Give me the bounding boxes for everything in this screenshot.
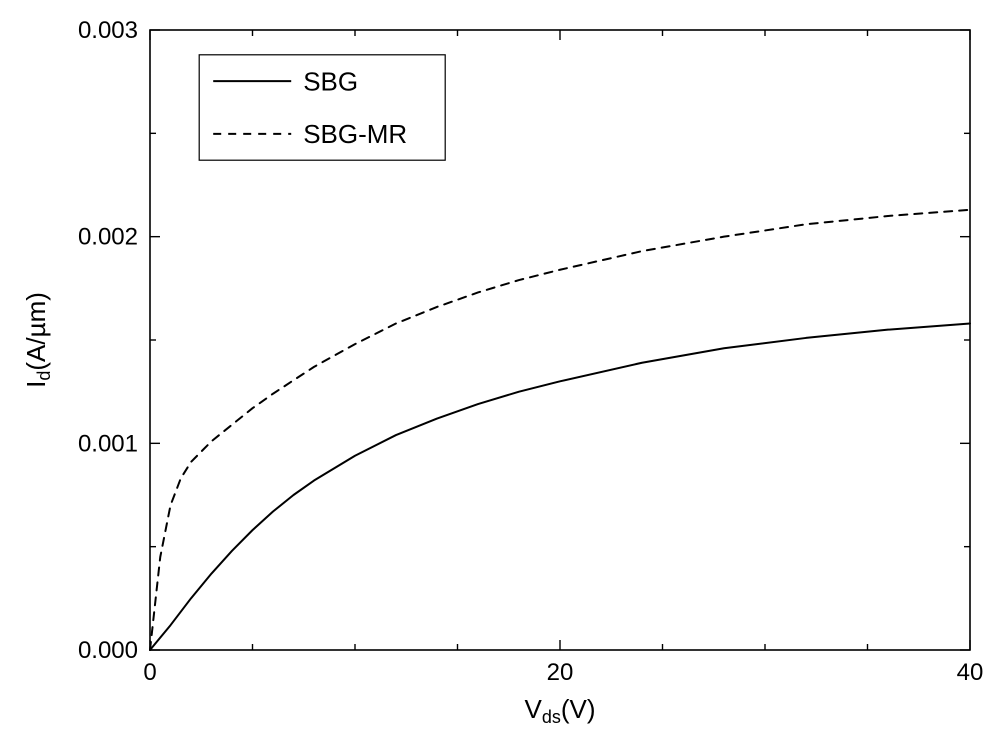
y-tick-label: 0.002	[78, 224, 138, 251]
x-tick-label: 20	[547, 659, 574, 686]
x-tick-label: 0	[143, 659, 156, 686]
y-tick-label: 0.001	[78, 430, 138, 457]
legend-label: SBG-MR	[303, 119, 407, 149]
line-chart: 020400.0000.0010.0020.003Vds(V)Id(A/µm)S…	[0, 0, 1000, 748]
y-tick-label: 0.003	[78, 17, 138, 44]
x-axis-label: Vds(V)	[524, 694, 595, 727]
x-tick-label: 40	[957, 659, 984, 686]
chart-container: 020400.0000.0010.0020.003Vds(V)Id(A/µm)S…	[0, 0, 1000, 748]
y-tick-label: 0.000	[78, 637, 138, 664]
legend-label: SBG	[303, 66, 358, 96]
